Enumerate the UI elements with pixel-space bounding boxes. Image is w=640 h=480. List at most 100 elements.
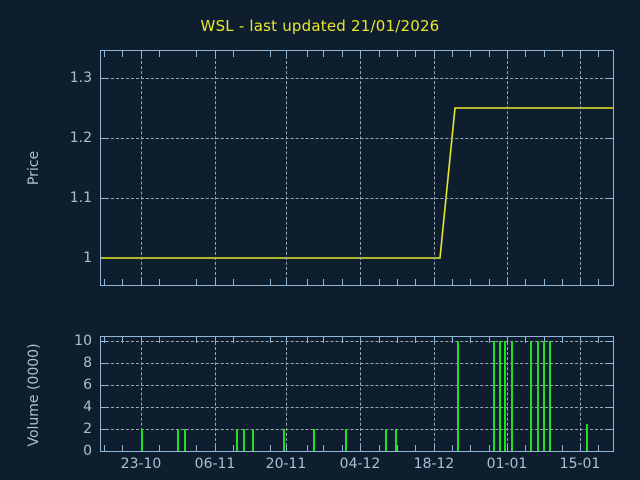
price-line-series [101,107,613,259]
volume-x-tick [122,445,123,451]
price-y-tick [101,138,107,139]
volume-x-tick [397,337,398,343]
price-y-tick [607,78,613,79]
price-x-tick [470,279,471,285]
volume-y-tick-label: 2 [83,421,92,438]
volume-x-tick [379,337,380,343]
price-x-tick [415,279,416,285]
volume-bar [543,341,545,451]
price-gridline [101,78,613,79]
x-tick-label: 06-11 [194,456,236,472]
volume-x-tick [397,445,398,451]
volume-axis-title: Volume (0000) [26,343,42,447]
price-x-tick [286,51,287,57]
volume-y-tick [607,429,613,431]
price-x-tick [141,279,142,285]
volume-x-tick [196,337,197,343]
price-y-tick [607,138,613,139]
price-x-gridline [215,51,216,285]
volume-x-tick [215,445,216,451]
price-x-tick [104,51,105,57]
price-gridline [101,198,613,199]
price-x-tick [397,51,398,57]
volume-x-tick [415,445,416,451]
volume-x-tick [323,445,324,451]
volume-bar [243,429,245,451]
volume-x-gridline [141,337,142,451]
volume-x-tick [159,337,160,343]
volume-x-tick [307,445,308,451]
price-x-tick [196,51,197,57]
volume-x-tick [379,445,380,451]
volume-y-tick [607,363,613,365]
volume-x-tick [434,337,435,343]
volume-bar [345,429,347,451]
volume-x-tick [562,337,563,343]
volume-y-tick-label: 8 [83,355,92,372]
volume-x-tick [342,445,343,451]
volume-x-tick [562,445,563,451]
volume-x-tick [580,445,581,451]
volume-x-tick [270,445,271,451]
volume-x-tick [544,337,545,343]
volume-x-tick [286,445,287,451]
price-x-tick [270,51,271,57]
price-x-tick [286,279,287,285]
price-x-tick [379,51,380,57]
volume-y-tick [101,407,107,409]
volume-x-tick [323,337,324,343]
price-x-tick [525,279,526,285]
volume-x-tick [122,337,123,343]
x-tick-label: 15-01 [559,456,601,472]
price-plot-inner [101,51,613,285]
price-x-tick [598,51,599,57]
volume-x-gridline [434,337,435,451]
volume-x-tick [598,337,599,343]
price-gridline [101,138,613,139]
price-x-tick [196,279,197,285]
price-x-gridline [360,51,361,285]
price-x-tick [452,279,453,285]
price-x-tick [379,279,380,285]
volume-bar [493,341,495,451]
volume-bar [549,341,551,451]
price-x-tick [434,279,435,285]
volume-x-gridline [215,337,216,451]
price-y-axis-labels: 1 1.1 1.2 1.3 [0,50,92,286]
volume-gridline [101,363,613,365]
price-x-tick [452,51,453,57]
price-x-tick [323,51,324,57]
price-x-tick [507,51,508,57]
price-x-tick [434,51,435,57]
x-tick-label: 20-11 [265,456,307,472]
x-tick-label: 23-10 [120,456,162,472]
price-x-tick [215,51,216,57]
price-y-tick-label: 1.1 [69,190,92,206]
price-y-tick [101,78,107,79]
volume-x-tick [598,445,599,451]
price-x-tick [360,279,361,285]
price-x-gridline [286,51,287,285]
volume-x-tick [525,445,526,451]
price-axis-title: Price [26,150,42,186]
price-y-tick [607,198,613,199]
volume-x-tick [360,445,361,451]
price-x-tick [270,279,271,285]
volume-bar [177,429,179,451]
volume-bar [457,341,459,451]
volume-x-tick [104,337,105,343]
price-x-tick [307,51,308,57]
volume-bar [313,429,315,451]
volume-x-tick [233,337,234,343]
volume-y-tick-label: 6 [83,377,92,394]
volume-x-tick [470,337,471,343]
price-x-tick [233,279,234,285]
volume-x-tick [452,445,453,451]
volume-x-gridline [286,337,287,451]
price-x-tick [562,279,563,285]
volume-x-tick [104,445,105,451]
price-line [101,107,613,259]
volume-x-tick [342,337,343,343]
price-x-tick [525,51,526,57]
